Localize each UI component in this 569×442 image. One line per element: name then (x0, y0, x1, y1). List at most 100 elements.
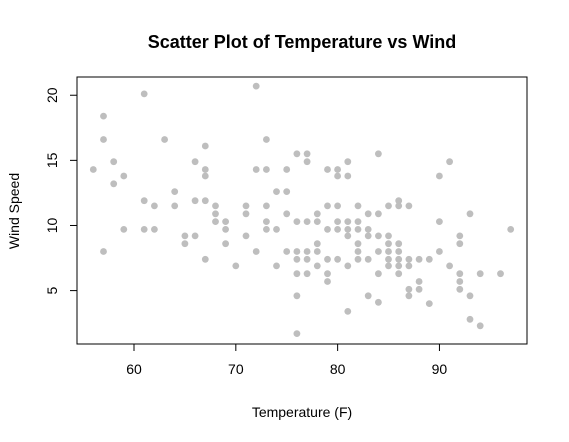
data-point (466, 292, 474, 300)
data-point (324, 226, 331, 233)
data-point (263, 218, 270, 226)
y-axis: 5 10 15 20 (44, 87, 78, 294)
x-tick-label: 60 (126, 361, 142, 377)
data-point (456, 278, 464, 285)
data-point (344, 262, 352, 270)
data-point (385, 240, 392, 248)
data-point (222, 226, 230, 233)
data-point (456, 240, 464, 248)
y-tick-label: 10 (44, 217, 60, 233)
data-point (354, 248, 362, 255)
data-point (222, 240, 230, 248)
data-point (222, 218, 230, 226)
data-point (375, 298, 382, 306)
data-point (100, 136, 107, 143)
data-point (120, 172, 128, 180)
data-point (293, 218, 301, 226)
y-tick-label: 20 (44, 87, 60, 103)
data-point (415, 278, 423, 285)
data-point (497, 270, 504, 278)
data-point (354, 218, 362, 226)
data-point (201, 142, 209, 150)
data-point (263, 166, 270, 173)
data-point (446, 158, 453, 166)
data-point (375, 210, 382, 218)
data-point (324, 278, 331, 285)
data-point (191, 158, 199, 166)
data-point (252, 82, 260, 90)
data-point (375, 248, 382, 255)
data-point (436, 172, 443, 180)
data-point (446, 262, 453, 270)
data-point (395, 202, 403, 210)
data-point (140, 226, 148, 233)
data-point (364, 226, 372, 233)
data-point (344, 232, 352, 240)
data-point (334, 218, 341, 226)
data-point (324, 166, 331, 173)
data-point (212, 218, 219, 226)
data-point (395, 270, 403, 278)
data-point (252, 248, 260, 255)
data-point (476, 322, 484, 330)
data-point (344, 226, 352, 233)
data-point (201, 166, 209, 173)
data-point (354, 255, 362, 263)
data-point (293, 150, 301, 158)
data-point (456, 285, 464, 293)
data-point (303, 270, 311, 278)
data-point (395, 248, 403, 255)
data-point (385, 232, 392, 240)
y-tick-label: 5 (44, 286, 60, 294)
data-point (324, 255, 331, 263)
data-point (313, 218, 321, 226)
data-point (110, 180, 118, 188)
data-point (385, 262, 392, 270)
data-point (201, 197, 209, 205)
data-point (293, 248, 301, 255)
data-point (191, 232, 199, 240)
data-point (273, 226, 280, 233)
data-point (344, 172, 352, 180)
data-point (242, 210, 250, 218)
data-point (375, 232, 382, 240)
data-point (507, 226, 515, 233)
data-point (89, 166, 97, 173)
data-point (293, 330, 301, 337)
data-point (334, 172, 341, 180)
data-point (212, 202, 219, 210)
data-point (273, 188, 280, 196)
data-point (242, 232, 250, 240)
data-point (415, 255, 423, 263)
x-axis: 60 70 80 90 (126, 343, 448, 377)
data-point (303, 248, 311, 255)
chart-title: Scatter Plot of Temperature vs Wind (148, 32, 457, 52)
data-point (263, 226, 270, 233)
data-point (476, 270, 484, 278)
data-point (303, 218, 311, 226)
data-point (405, 292, 413, 300)
data-point (110, 158, 118, 166)
data-point (364, 255, 372, 263)
data-point (354, 202, 362, 210)
data-point (293, 270, 301, 278)
data-point (466, 210, 474, 218)
data-point (385, 248, 392, 255)
data-point (303, 255, 311, 263)
data-point (375, 270, 382, 278)
x-tick-label: 90 (432, 361, 448, 377)
data-point (283, 210, 291, 218)
data-point (201, 172, 209, 180)
data-point (303, 158, 311, 166)
data-point (405, 202, 413, 210)
data-point (334, 255, 341, 263)
data-point (283, 248, 291, 255)
data-point (364, 292, 372, 300)
data-point (324, 270, 331, 278)
data-point (344, 218, 352, 226)
data-point (252, 166, 260, 173)
data-point (395, 255, 403, 263)
data-point (344, 158, 352, 166)
data-point (313, 248, 321, 255)
